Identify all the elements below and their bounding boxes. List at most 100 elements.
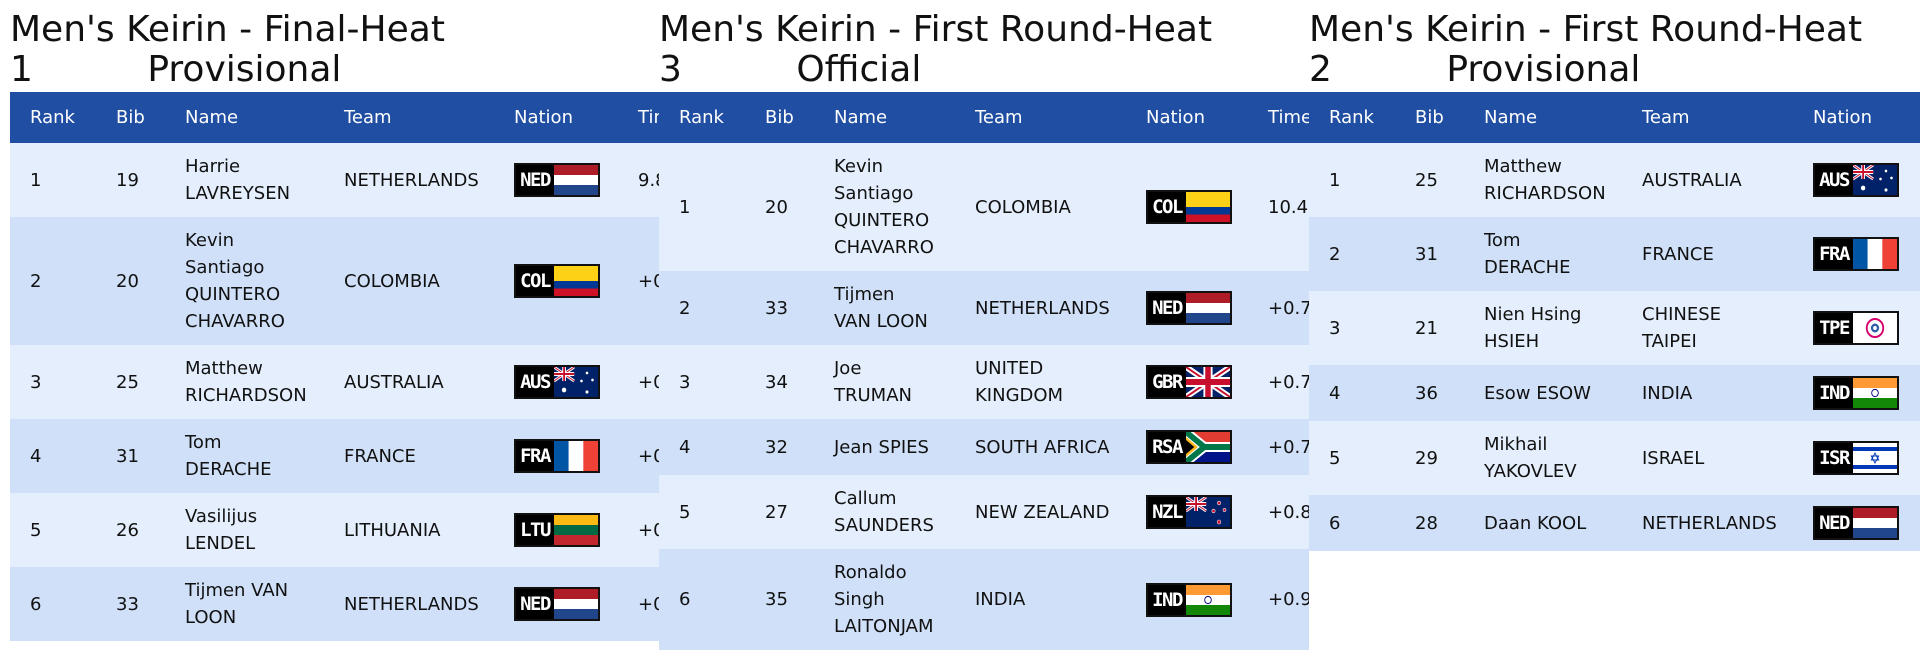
nation-code: IND [1815,378,1853,408]
cell-rank: 6 [1309,495,1395,551]
cell-name: Ronaldo Singh LAITONJAM [814,549,955,650]
header-rank: Rank [10,92,96,143]
cell-nation: NZL [1126,475,1248,549]
cell-rank: 3 [659,345,745,419]
nation-code: NED [1148,293,1186,323]
cell-bib: 33 [96,567,165,641]
nation-code: NZL [1148,497,1186,527]
cell-team: ISRAEL [1622,421,1793,495]
table-row: 6 33 Tijmen VAN LOON NETHERLANDS NED +0. [10,567,659,641]
cell-team: NETHERLANDS [1622,495,1793,551]
table-row: 1 19 Harrie LAVREYSEN NETHERLANDS NED 9.… [10,143,659,217]
cell-rank: 1 [1309,143,1395,217]
table-row: 4 32 Jean SPIES SOUTH AFRICA RSA +0.79 [659,419,1309,475]
table-row: 5 29 Mikhail YAKOVLEV ISRAEL ISR [1309,421,1920,495]
nation-code: AUS [1815,165,1853,195]
cell-bib: 31 [1395,217,1464,291]
cell-nation: IND [1126,549,1248,650]
cell-name: Matthew RICHARDSON [1464,143,1622,217]
cell-time: +0. [618,567,659,641]
cell-team: AUSTRALIA [324,345,494,419]
cell-rank: 2 [659,271,745,345]
cell-name: Tijmen VAN LOON [814,271,955,345]
panel-title: Men's Keirin - First Round-Heat 3 Offici… [659,0,1309,92]
nation-code: GBR [1148,367,1186,397]
header-rank: Rank [1309,92,1395,143]
cell-nation: FRA [1793,217,1917,291]
cell-name: Matthew RICHARDSON [165,345,324,419]
flag-fra-icon: FRA [514,439,600,473]
header-team: Team [955,92,1126,143]
results-panel-first-round-heat-2: Men's Keirin - First Round-Heat 2 Provis… [1309,0,1920,664]
flag-fra-icon: FRA [1813,237,1899,271]
cell-time: +0.908 [1248,549,1309,650]
nation-code: LTU [516,515,554,545]
panel-title-status: 2 Provisional [1309,49,1641,90]
table-row: 2 31 Tom DERACHE FRANCE FRA [1309,217,1920,291]
cell-rank: 2 [10,217,96,345]
cell-time [1917,143,1920,217]
cell-name: Jean SPIES [814,419,955,475]
cell-rank: 6 [10,567,96,641]
cell-bib: 32 [745,419,814,475]
cell-bib: 27 [745,475,814,549]
cell-nation: IND [1793,365,1917,421]
cell-bib: 34 [745,345,814,419]
nation-code: NED [1815,508,1853,538]
cell-rank: 5 [1309,421,1395,495]
flag-ned-icon: NED [1146,291,1232,325]
flag-ned-icon: NED [514,587,600,621]
cell-time: +0. [618,345,659,419]
panel-title: Men's Keirin - Final-Heat 1 Provisional [10,0,659,92]
cell-team: COLOMBIA [324,217,494,345]
table-row: 3 34 Joe TRUMAN UNITED KINGDOM GBR +0.77 [659,345,1309,419]
cell-rank: 5 [10,493,96,567]
header-nation: Nation [1793,92,1917,143]
nation-code: NED [516,589,554,619]
cell-team: NETHERLANDS [324,143,494,217]
cell-bib: 26 [96,493,165,567]
nation-code: ISR [1815,443,1853,473]
cell-rank: 4 [659,419,745,475]
header-bib: Bib [745,92,814,143]
table-row: 1 20 Kevin Santiago QUINTERO CHAVARRO CO… [659,143,1309,271]
flag-nzl-icon: NZL [1146,495,1232,529]
results-panel-final-heat-1: Men's Keirin - Final-Heat 1 Provisional … [10,0,659,664]
cell-bib: 28 [1395,495,1464,551]
cell-team: INDIA [1622,365,1793,421]
flag-ltu-icon: LTU [514,513,600,547]
cell-nation: NED [494,567,618,641]
cell-nation: LTU [494,493,618,567]
cell-name: Harrie LAVREYSEN [165,143,324,217]
header-rank: Rank [659,92,745,143]
table-row: 6 35 Ronaldo Singh LAITONJAM INDIA IND +… [659,549,1309,650]
cell-rank: 4 [1309,365,1395,421]
cell-bib: 21 [1395,291,1464,365]
cell-time: +0.79 [1248,419,1309,475]
cell-team: LITHUANIA [324,493,494,567]
cell-rank: 6 [659,549,745,650]
header-name: Name [814,92,955,143]
results-table: Rank Bib Name Team Nation Time 1 19 Harr… [10,92,659,641]
cell-bib: 20 [745,143,814,271]
cell-name: Joe TRUMAN [814,345,955,419]
cell-time [1917,291,1920,365]
cell-team: NETHERLANDS [324,567,494,641]
cell-rank: 2 [1309,217,1395,291]
table-header-row: Rank Bib Name Team Nation Time [1309,92,1920,143]
nation-code: TPE [1815,313,1853,343]
header-team: Team [324,92,494,143]
cell-name: Tijmen VAN LOON [165,567,324,641]
table-row: 5 26 Vasilijus LENDEL LITHUANIA LTU +0. [10,493,659,567]
cell-nation: AUS [1793,143,1917,217]
cell-rank: 1 [659,143,745,271]
panel-title: Men's Keirin - First Round-Heat 2 Provis… [1309,0,1920,92]
nation-code: COL [516,266,554,296]
header-time: Time [1917,92,1920,143]
cell-nation: ISR [1793,421,1917,495]
header-time: Time [618,92,659,143]
header-team: Team [1622,92,1793,143]
cell-bib: 36 [1395,365,1464,421]
cell-nation: RSA [1126,419,1248,475]
table-row: 3 21 Nien Hsing HSIEH CHINESE TAIPEI TPE [1309,291,1920,365]
